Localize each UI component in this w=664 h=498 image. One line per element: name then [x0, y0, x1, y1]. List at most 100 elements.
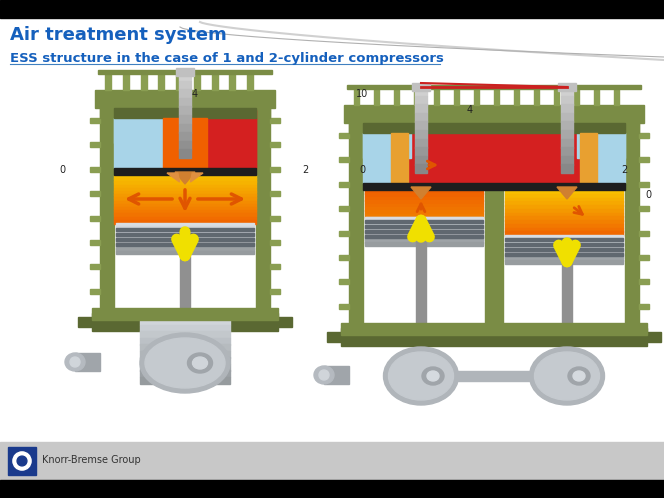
Bar	[561, 164, 573, 173]
Bar	[561, 130, 573, 139]
Bar	[114, 185, 256, 188]
Text: Air treatment system: Air treatment system	[10, 26, 226, 44]
Bar	[505, 198, 623, 202]
Bar	[116, 226, 254, 229]
Ellipse shape	[573, 371, 585, 381]
Bar	[415, 138, 427, 148]
Bar	[505, 238, 623, 241]
Bar	[554, 89, 559, 105]
Bar	[454, 89, 459, 105]
Bar	[114, 175, 256, 179]
Bar	[365, 210, 483, 214]
Ellipse shape	[314, 366, 334, 384]
Ellipse shape	[388, 352, 454, 400]
Text: 2: 2	[302, 165, 308, 175]
Bar	[597, 133, 625, 183]
Bar	[339, 157, 349, 162]
Bar	[179, 132, 191, 141]
Bar	[114, 191, 256, 195]
Bar	[179, 115, 191, 124]
Bar	[90, 191, 100, 196]
Ellipse shape	[422, 367, 444, 385]
Bar	[505, 231, 623, 236]
Bar	[179, 124, 191, 132]
Bar	[194, 74, 200, 90]
Bar	[505, 254, 623, 258]
Bar	[116, 246, 254, 249]
Bar	[8, 447, 36, 475]
Bar	[625, 123, 639, 328]
Bar	[140, 331, 230, 338]
Bar	[116, 238, 254, 241]
Bar	[365, 220, 483, 223]
Bar	[327, 332, 349, 342]
Bar	[505, 235, 623, 239]
Bar	[505, 244, 623, 247]
Bar	[505, 228, 623, 232]
Bar	[324, 366, 349, 384]
Bar	[363, 133, 391, 183]
Bar	[95, 90, 275, 108]
Bar	[114, 197, 256, 201]
Bar	[365, 204, 483, 207]
Bar	[639, 332, 661, 342]
Bar	[415, 96, 427, 105]
Ellipse shape	[13, 452, 31, 470]
Ellipse shape	[529, 347, 604, 405]
Bar	[116, 228, 254, 231]
Bar	[116, 241, 254, 244]
Bar	[114, 188, 256, 192]
Bar	[270, 289, 280, 294]
Polygon shape	[411, 187, 431, 199]
Bar	[639, 304, 649, 309]
Bar	[594, 89, 599, 105]
Ellipse shape	[568, 367, 590, 385]
Bar	[140, 338, 230, 345]
Bar	[114, 201, 256, 204]
Bar	[179, 149, 191, 158]
Bar	[212, 74, 218, 90]
Bar	[270, 264, 280, 269]
Bar	[114, 118, 184, 143]
Bar	[474, 89, 479, 105]
Bar	[561, 138, 573, 148]
Bar	[100, 108, 270, 118]
Bar	[114, 194, 256, 198]
Bar	[505, 249, 623, 252]
Bar	[363, 133, 411, 158]
Bar	[412, 83, 430, 91]
Bar	[514, 89, 519, 105]
Bar	[505, 246, 623, 249]
Bar	[415, 156, 427, 165]
Bar	[639, 279, 649, 284]
Bar	[90, 264, 100, 269]
Bar	[78, 317, 100, 327]
Text: Knorr-Bremse Group: Knorr-Bremse Group	[42, 455, 141, 465]
Bar	[365, 217, 483, 245]
Bar	[558, 83, 576, 91]
Bar	[140, 344, 230, 351]
Bar	[179, 107, 191, 116]
Bar	[179, 98, 191, 107]
Bar	[639, 133, 649, 138]
Bar	[270, 216, 280, 221]
Bar	[140, 370, 230, 377]
Bar	[415, 104, 427, 114]
Bar	[505, 194, 623, 198]
Bar	[505, 220, 623, 224]
Bar	[179, 81, 191, 90]
Bar	[0, 442, 664, 480]
Bar	[365, 231, 483, 234]
Bar	[505, 252, 623, 255]
Ellipse shape	[145, 338, 225, 388]
Bar	[140, 376, 230, 383]
Bar	[365, 207, 483, 211]
Bar	[116, 250, 254, 253]
Bar	[434, 89, 439, 105]
Bar	[505, 201, 623, 206]
Bar	[561, 104, 573, 114]
Ellipse shape	[65, 353, 85, 371]
Bar	[100, 108, 114, 313]
Bar	[114, 108, 256, 118]
Bar	[394, 89, 399, 105]
